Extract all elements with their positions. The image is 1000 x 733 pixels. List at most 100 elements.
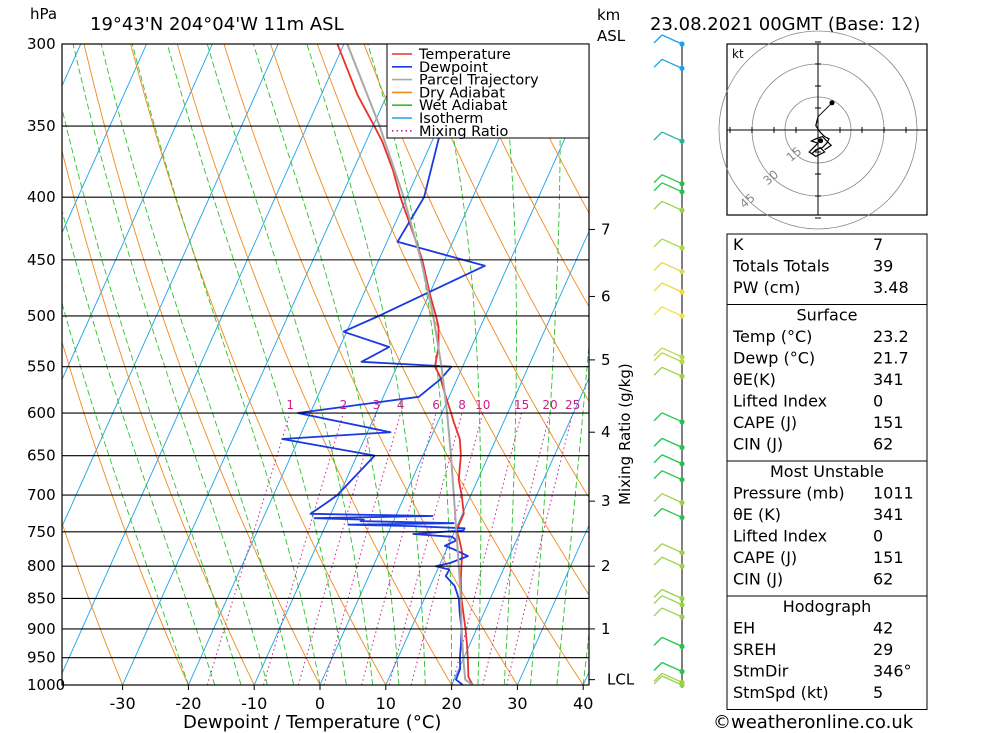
mixing-ratio-line bbox=[410, 412, 484, 685]
x-tick-label: 20 bbox=[441, 694, 461, 713]
wind-barb-staff bbox=[661, 675, 683, 686]
x-tick-label: 40 bbox=[573, 694, 593, 713]
wet-adiabat-line bbox=[252, 44, 400, 685]
storm-motion-marker bbox=[818, 138, 824, 144]
wind-level-dot bbox=[679, 373, 685, 379]
indices-box bbox=[726, 460, 928, 597]
mixing-ratio-label: 2 bbox=[340, 398, 348, 412]
legend-label: Dry Adiabat bbox=[419, 85, 505, 101]
wind-barb-staff bbox=[661, 454, 683, 465]
series-temperature bbox=[336, 44, 474, 685]
wind-barb-staff bbox=[661, 261, 683, 273]
skewt-series bbox=[281, 44, 486, 685]
wind-barb-staff bbox=[661, 131, 683, 142]
credit-text: ©weatheronline.co.uk bbox=[713, 712, 914, 733]
dry-adiabat-line bbox=[62, 521, 124, 685]
wind-barb-staff bbox=[661, 543, 683, 554]
wind-barb-staff bbox=[661, 470, 683, 481]
wind-level-dot bbox=[679, 207, 685, 213]
wind-level-dot bbox=[679, 500, 685, 506]
wind-barb-flag bbox=[653, 507, 663, 517]
wind-barb-flag bbox=[653, 675, 663, 685]
wind-barb-staff bbox=[661, 493, 683, 504]
sounding-datetime: 23.08.2021 00GMT (Base: 12) bbox=[650, 14, 920, 35]
wind-barb-flag bbox=[653, 543, 663, 553]
height-tick-label: 2 bbox=[601, 557, 611, 575]
wind-level-dot bbox=[679, 181, 685, 187]
wet-adiabat-line bbox=[530, 44, 561, 685]
wet-adiabat-line bbox=[62, 106, 242, 685]
wind-barb-staff bbox=[661, 352, 683, 363]
surface-index-value: 151 bbox=[873, 413, 904, 432]
wind-level-dot bbox=[679, 65, 685, 71]
pressure-tick-label: 700 bbox=[27, 486, 56, 504]
unstable-index-label: Pressure (mb) bbox=[733, 484, 845, 503]
wind-level-dot bbox=[679, 313, 685, 319]
hodograph-index-label: SREH bbox=[733, 640, 776, 659]
dry-adiabat-line bbox=[83, 44, 321, 685]
surface-index-label: Lifted Index bbox=[733, 392, 827, 411]
wind-level-dot bbox=[679, 268, 685, 275]
wind-barb-flag bbox=[653, 182, 663, 192]
x-tick-label: -10 bbox=[241, 694, 267, 713]
wind-barb-flag bbox=[653, 412, 663, 422]
wind-level-dot bbox=[679, 444, 685, 450]
wind-level-dot bbox=[679, 289, 685, 295]
x-tick-label: -30 bbox=[110, 694, 136, 713]
wind-barb-staff bbox=[661, 306, 683, 317]
wind-barb-staff bbox=[661, 412, 683, 423]
isotherm-line bbox=[62, 44, 147, 234]
stability-indices: K 7 Totals Totals 39 PW (cm) 3.48 Surface Temp … bbox=[726, 233, 928, 710]
hodograph-index-title: Hodograph bbox=[783, 597, 872, 616]
x-axis-title: Dewpoint / Temperature (°C) bbox=[183, 712, 441, 733]
hodograph-index-value: 346° bbox=[873, 662, 912, 681]
unstable-index-label: CAPE (J) bbox=[733, 548, 797, 567]
wet-adiabat-line bbox=[72, 44, 268, 685]
wind-barb-flag bbox=[653, 58, 663, 68]
legend-label: Parcel Trajectory bbox=[419, 73, 539, 89]
hodograph-index-label: StmSpd (kt) bbox=[733, 683, 829, 702]
wind-barb-flag bbox=[653, 238, 663, 248]
unstable-index-value: 62 bbox=[873, 570, 893, 589]
legend-label: Mixing Ratio bbox=[419, 124, 509, 140]
unstable-index-label: CIN (J) bbox=[733, 570, 783, 589]
wind-barb-staff bbox=[661, 347, 683, 358]
wind-level-dot bbox=[679, 477, 685, 483]
wind-level-dot bbox=[679, 189, 685, 195]
surface-index-label: CIN (J) bbox=[733, 435, 783, 454]
surface-index-label: Temp (°C) bbox=[732, 327, 812, 346]
wind-level-dot bbox=[679, 563, 685, 569]
series-parcel-trajectory bbox=[346, 44, 474, 685]
wind-barb-staff bbox=[661, 200, 683, 211]
unstable-index-value: 0 bbox=[873, 527, 883, 546]
pressure-tick-label: 350 bbox=[27, 117, 56, 135]
wind-barb-staff bbox=[661, 34, 683, 45]
legend-label: Temperature bbox=[418, 47, 511, 63]
height-tick-label: LCL bbox=[607, 671, 635, 689]
series-dewpoint bbox=[281, 44, 486, 685]
wind-level-dot bbox=[679, 682, 685, 688]
wind-barb-staff bbox=[661, 437, 683, 448]
surface-index-label: θE(K) bbox=[733, 370, 776, 389]
basic-index-label: Totals Totals bbox=[732, 257, 830, 276]
unstable-index-value: 1011 bbox=[873, 484, 914, 503]
wind-level-dot bbox=[679, 245, 685, 251]
dry-adiabat-line bbox=[270, 44, 584, 685]
mixing-ratio-label: 6 bbox=[432, 398, 440, 412]
isotherm-line bbox=[385, 230, 589, 685]
hodograph-index-value: 5 bbox=[873, 683, 883, 702]
pressure-tick-label: 850 bbox=[27, 589, 56, 607]
hodograph-index-value: 29 bbox=[873, 640, 893, 659]
dry-adiabat-line bbox=[223, 44, 518, 685]
wind-level-dot bbox=[679, 614, 685, 620]
basic-index-value: 39 bbox=[873, 257, 893, 276]
dry-adiabat-line bbox=[176, 44, 452, 685]
wind-barb-flag bbox=[653, 556, 663, 566]
wind-barb-staff bbox=[661, 595, 683, 606]
wind-barb-staff bbox=[661, 607, 683, 618]
wind-barb-flag bbox=[653, 347, 663, 357]
wind-barb-flag bbox=[653, 470, 663, 480]
pressure-tick-label: 650 bbox=[27, 447, 56, 465]
